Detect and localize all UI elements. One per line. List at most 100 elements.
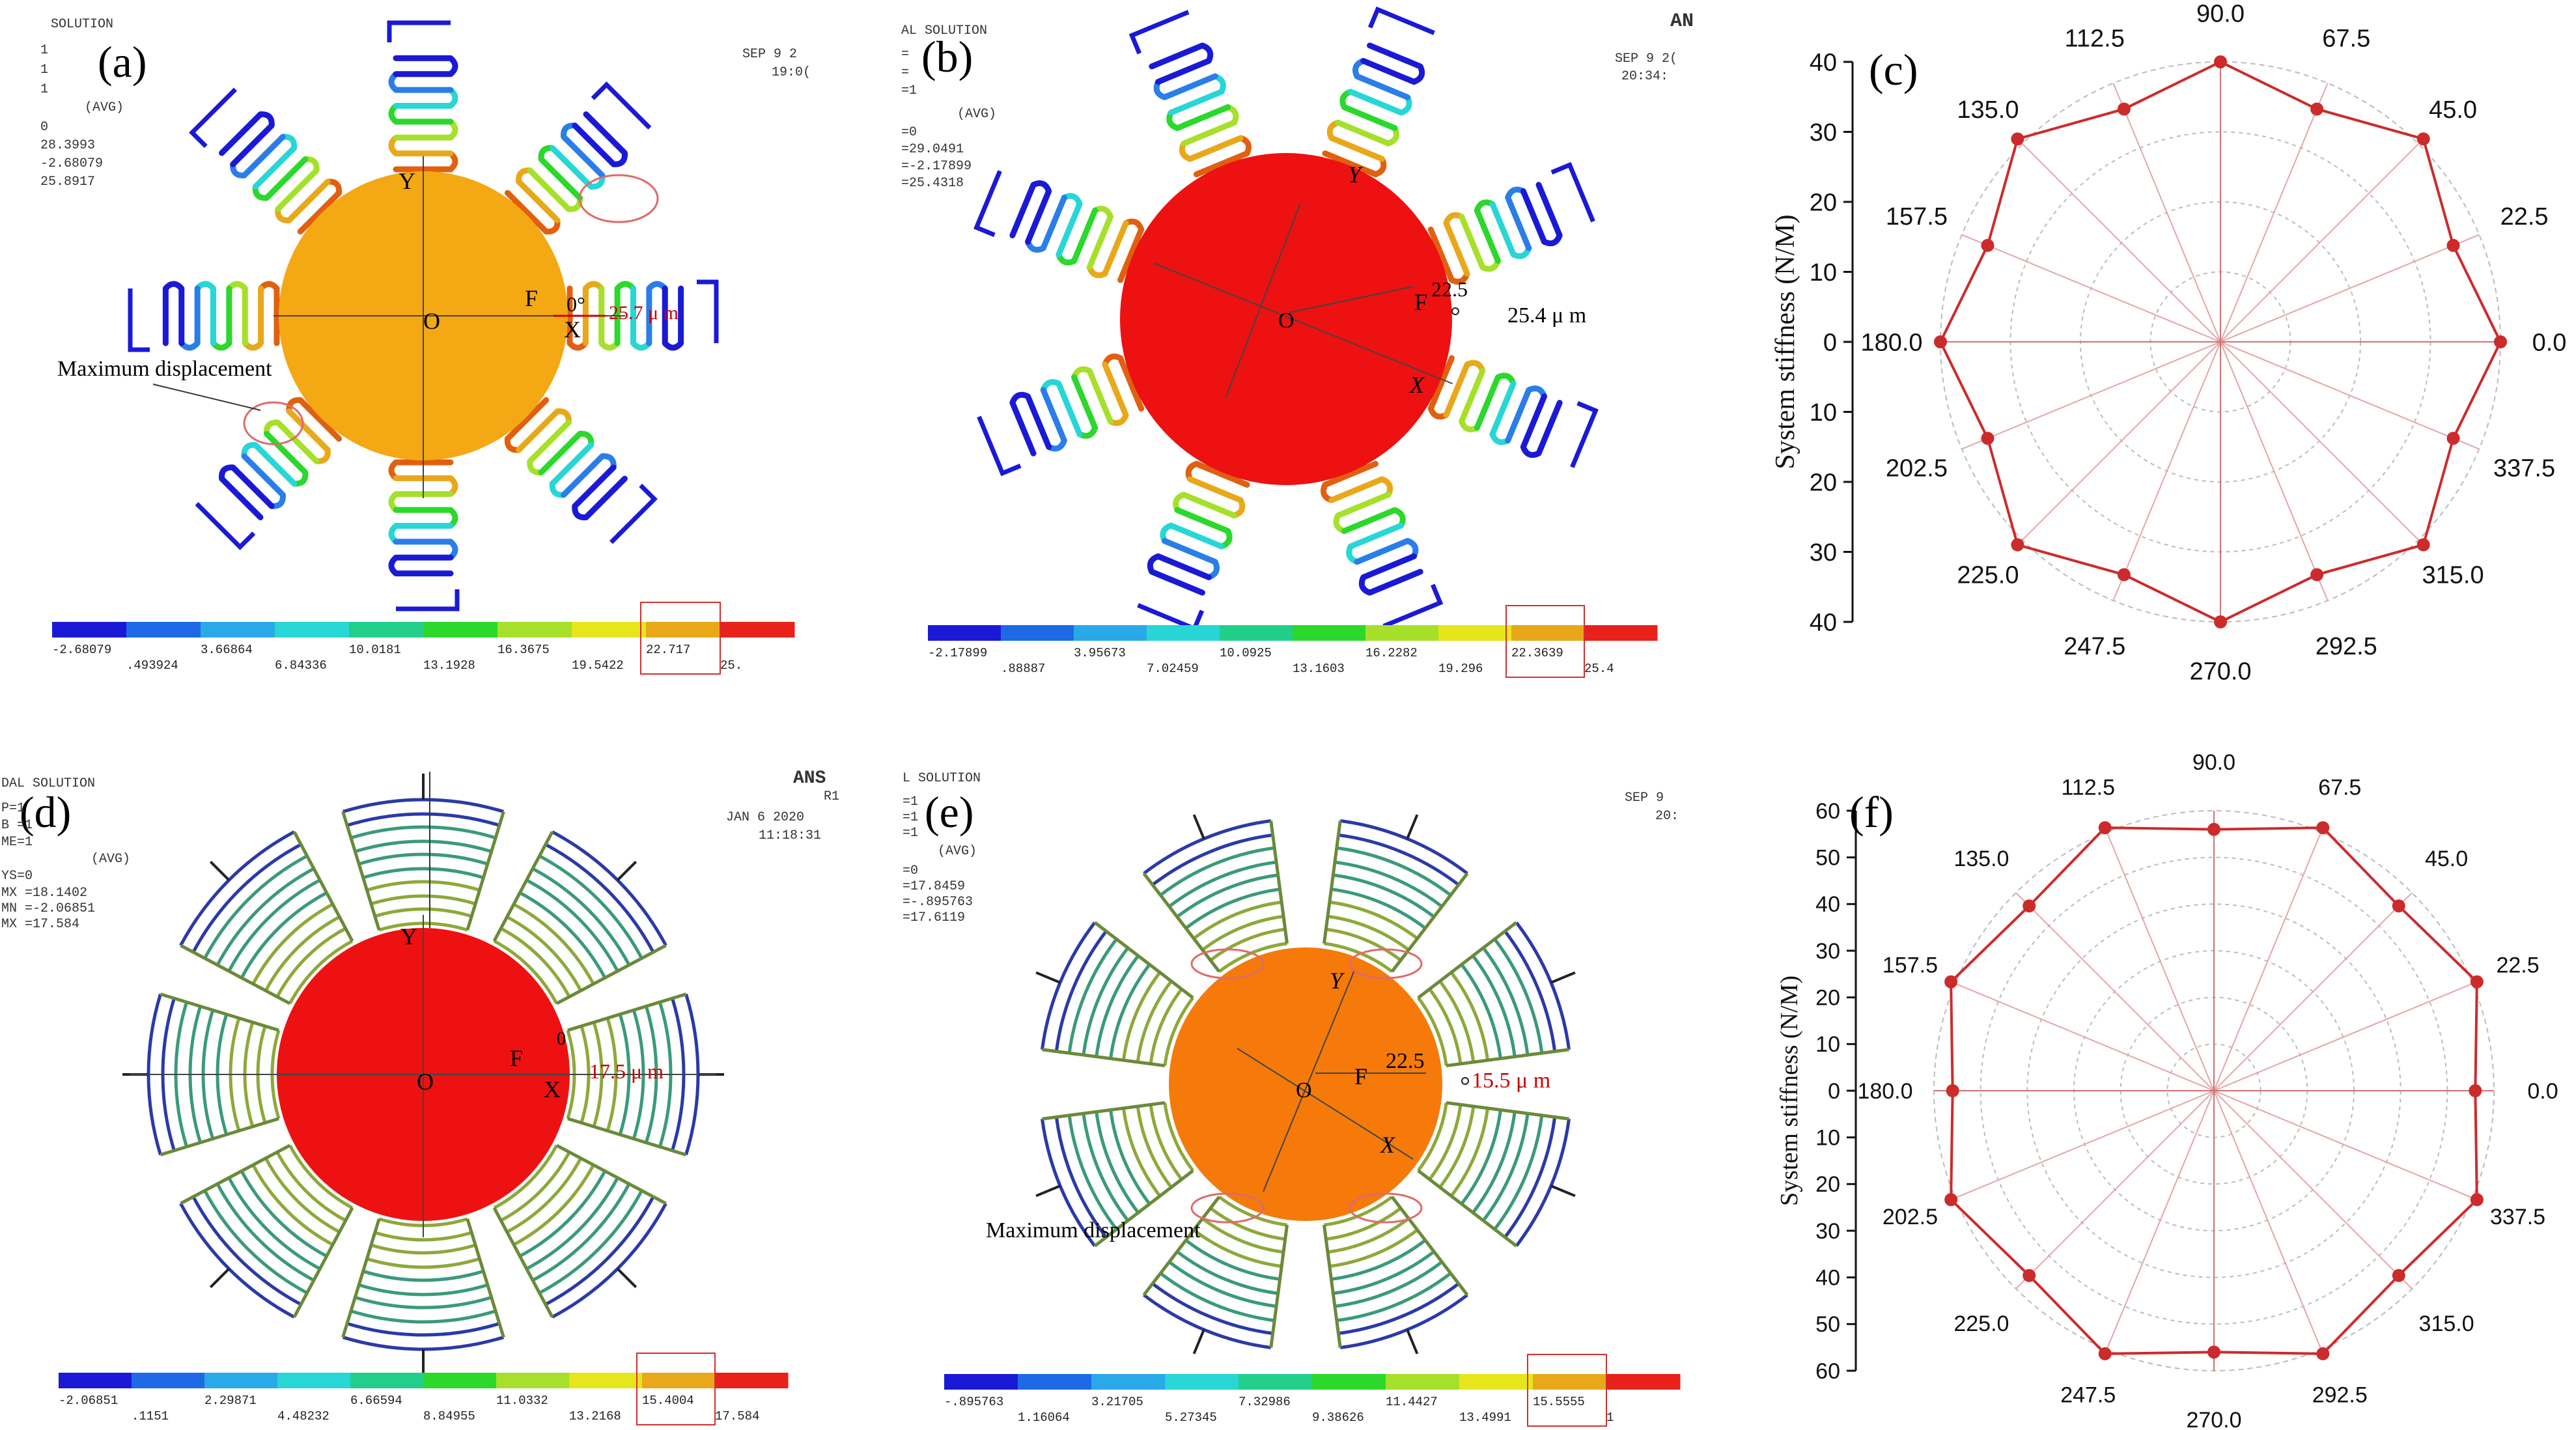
serpentine-spring bbox=[387, 20, 458, 173]
spring-anchor bbox=[1550, 161, 1595, 223]
spring-beam bbox=[1209, 1207, 1286, 1241]
angle-tick-label: 270.0 bbox=[2186, 1408, 2241, 1430]
spring-beam bbox=[1054, 1117, 1108, 1239]
time-stamp: 20: bbox=[1655, 809, 1679, 824]
radial-tick-label: 50 bbox=[1815, 1312, 1840, 1337]
colorbar-segment bbox=[572, 622, 647, 638]
spring-anchor bbox=[1406, 1329, 1419, 1354]
displacement-value: 15.5 μ m bbox=[1472, 1069, 1550, 1093]
spring-segment bbox=[1149, 42, 1205, 70]
spring-beam bbox=[1334, 1260, 1443, 1308]
folded-spring bbox=[1142, 814, 1289, 974]
spring-link bbox=[567, 992, 687, 1032]
radial-tick-label: 30 bbox=[1815, 939, 1840, 964]
header-line: =-2.17899 bbox=[901, 159, 972, 174]
fea-drawing-d: O Y X F 0 17.5 μ m (d) DAL SOLUTION P=1 … bbox=[1, 768, 839, 1425]
colorbar-segment bbox=[1584, 625, 1658, 641]
spring-beam bbox=[1136, 980, 1173, 1063]
header-line: =1 bbox=[903, 794, 918, 809]
spring-link bbox=[1322, 1224, 1342, 1348]
colorbar: -.895763 3.21705 7.32986 11.4427 15.5555 1.16… bbox=[944, 1354, 1681, 1427]
spring-beam bbox=[227, 878, 321, 972]
spring-anchor bbox=[195, 502, 256, 550]
spring-beam bbox=[1416, 996, 1448, 1066]
folded-spring bbox=[1322, 814, 1469, 974]
spring-beam bbox=[512, 1164, 595, 1246]
spring-segment bbox=[1489, 380, 1517, 438]
spring-beam bbox=[1504, 930, 1557, 1052]
colorbar-segment bbox=[496, 1373, 570, 1388]
spring-link bbox=[492, 1207, 554, 1318]
angle-tick-label: 67.5 bbox=[2318, 775, 2361, 800]
spring-beam bbox=[346, 812, 500, 827]
data-point bbox=[1981, 432, 1995, 445]
colorbar-tick-label: 15.5555 bbox=[1533, 1395, 1585, 1409]
max-displacement-marker bbox=[1190, 948, 1265, 979]
serpentine-spring bbox=[504, 81, 652, 235]
spring-segment bbox=[219, 111, 264, 156]
origin-label: O bbox=[1296, 1078, 1312, 1102]
colorbar-segment bbox=[132, 1373, 205, 1388]
spring-anchor bbox=[1382, 583, 1444, 628]
folded-spring bbox=[341, 774, 505, 932]
polar-spoke bbox=[1961, 341, 2221, 450]
spring-segment bbox=[527, 167, 572, 212]
fea-drawing-a: O Y X F 0° 25.7 μ m Maximum displacement… bbox=[40, 17, 811, 675]
spring-beam bbox=[1449, 1108, 1490, 1198]
spring-anchor bbox=[1192, 814, 1205, 839]
time-stamp: 19:0( bbox=[772, 65, 811, 80]
header-line: YS=0 bbox=[1, 869, 33, 884]
spring-segment bbox=[1086, 214, 1113, 270]
fea-drawing-b: O Y X F 22.5 25.4 μ m (b) AL SOLUTION = … bbox=[901, 7, 1694, 678]
spring-beam bbox=[275, 1151, 346, 1222]
spring-beam bbox=[1121, 971, 1162, 1061]
header-line: B =1 bbox=[1, 818, 33, 833]
spring-beam bbox=[525, 878, 619, 972]
spring-segment bbox=[549, 442, 595, 487]
serpentine-spring bbox=[195, 397, 343, 550]
serpentine-spring bbox=[388, 459, 460, 611]
spring-segment bbox=[1181, 492, 1237, 519]
colorbar-segment bbox=[720, 622, 795, 638]
spring-beam bbox=[1109, 963, 1151, 1059]
colorbar-segment bbox=[928, 625, 1001, 641]
displacement-value: 17.5 μ m bbox=[589, 1059, 664, 1083]
spring-segment bbox=[1347, 89, 1405, 116]
spring-link bbox=[1093, 1169, 1194, 1248]
serpentine-spring bbox=[1321, 460, 1444, 628]
spring-segment bbox=[549, 145, 595, 190]
spring-segment bbox=[1535, 400, 1563, 456]
spring-segment bbox=[1193, 150, 1250, 178]
max-range-marker bbox=[640, 602, 721, 675]
radial-tick-label: 10 bbox=[1810, 399, 1837, 427]
spring-beam bbox=[1095, 1111, 1140, 1214]
panel-label: (f) bbox=[1849, 787, 1894, 837]
polar-spoke bbox=[2213, 1090, 2473, 1199]
spring-beam bbox=[1449, 971, 1490, 1061]
spring-segment bbox=[1322, 150, 1379, 178]
angle-tick-label: 315.0 bbox=[2419, 1311, 2474, 1336]
colorbar-tick-label: 19.5422 bbox=[572, 658, 624, 673]
spring-beam bbox=[191, 1196, 302, 1306]
spring-segment bbox=[1117, 226, 1145, 283]
spring-beam bbox=[342, 1336, 505, 1351]
spring-anchor bbox=[609, 483, 658, 544]
folded-spring bbox=[1416, 921, 1576, 1068]
spring-beam bbox=[342, 798, 505, 813]
data-point bbox=[1944, 975, 1958, 988]
angle-label: 0 bbox=[557, 1029, 566, 1049]
ansys-corner: AN bbox=[1670, 10, 1694, 33]
spring-beam bbox=[1336, 846, 1452, 897]
spring-segment bbox=[1347, 522, 1405, 550]
header-line: (AVG) bbox=[938, 844, 977, 859]
colorbar-segment bbox=[642, 1373, 716, 1388]
header-line: L SOLUTION bbox=[903, 771, 981, 786]
x-axis-label: X bbox=[1408, 372, 1425, 398]
spring-beam bbox=[493, 939, 559, 1005]
ansys-corner: R1 bbox=[824, 789, 839, 804]
data-point bbox=[2446, 238, 2460, 252]
colorbar-segment bbox=[1147, 625, 1220, 641]
polar-plot: 0.0 22.5 45.0 67.5 90.0 112.5 135.0 157.5 180.0 2… bbox=[1776, 750, 2558, 1430]
data-point bbox=[2214, 615, 2227, 628]
spring-beam bbox=[358, 852, 488, 866]
